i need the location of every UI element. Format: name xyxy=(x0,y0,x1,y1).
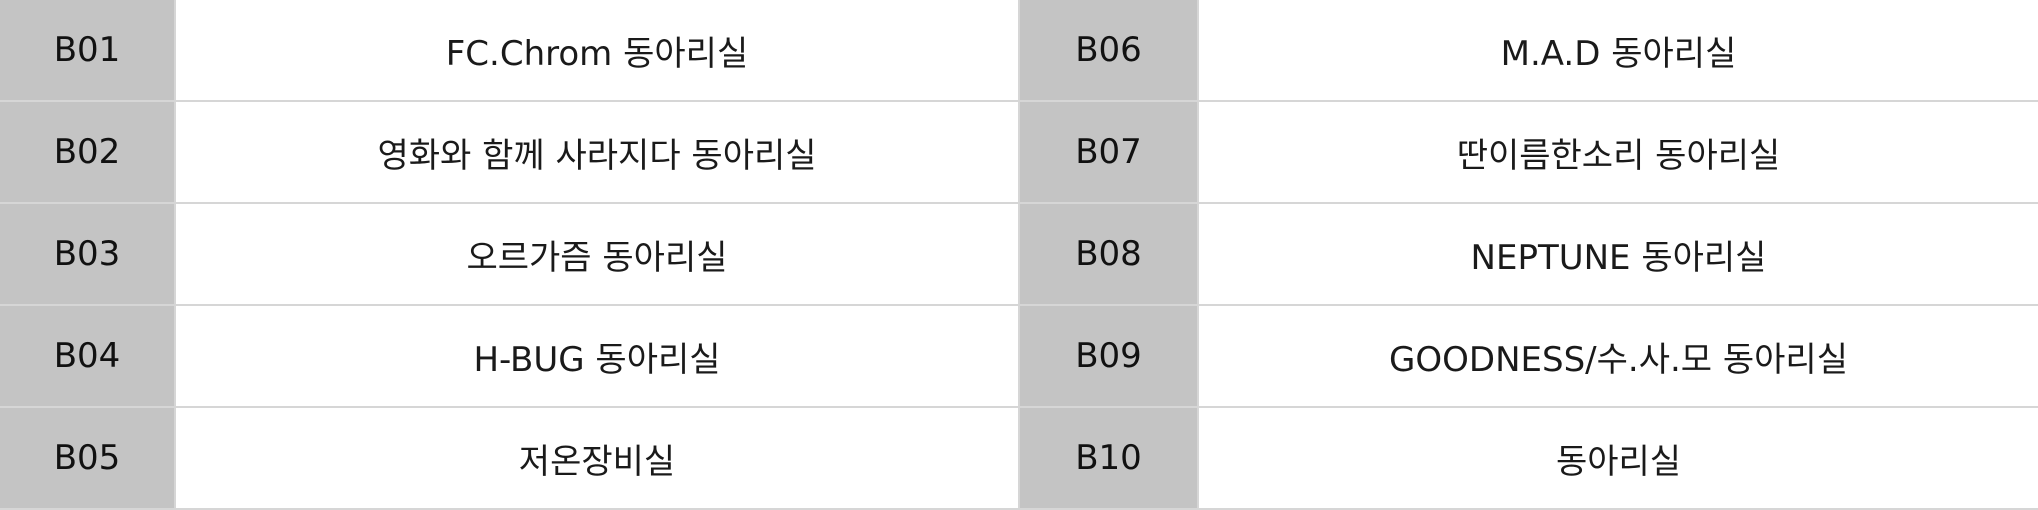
room-code-cell: B10 xyxy=(1018,406,1199,510)
room-name-cell: H-BUG 동아리실 xyxy=(174,304,1020,408)
room-name-cell: 저온장비실 xyxy=(174,406,1020,510)
room-name-cell: 딴이름한소리 동아리실 xyxy=(1197,100,2038,204)
room-name-cell: 오르가즘 동아리실 xyxy=(174,202,1020,306)
room-name-cell: NEPTUNE 동아리실 xyxy=(1197,202,2038,306)
room-code-cell: B09 xyxy=(1018,304,1199,408)
room-code-cell: B02 xyxy=(0,100,176,204)
room-code-cell: B07 xyxy=(1018,100,1199,204)
room-name-cell: GOODNESS/수.사.모 동아리실 xyxy=(1197,304,2038,408)
room-code-cell: B05 xyxy=(0,406,176,510)
room-name-cell: 영화와 함께 사라지다 동아리실 xyxy=(174,100,1020,204)
room-code-cell: B08 xyxy=(1018,202,1199,306)
room-code-cell: B01 xyxy=(0,0,176,102)
table-row: B04 H-BUG 동아리실 B09 GOODNESS/수.사.모 동아리실 xyxy=(0,304,2038,408)
room-name-cell: 동아리실 xyxy=(1197,406,2038,510)
room-code-cell: B06 xyxy=(1018,0,1199,102)
table-row: B03 오르가즘 동아리실 B08 NEPTUNE 동아리실 xyxy=(0,202,2038,306)
room-code-cell: B04 xyxy=(0,304,176,408)
room-name-cell: FC.Chrom 동아리실 xyxy=(174,0,1020,102)
room-name-cell: M.A.D 동아리실 xyxy=(1197,0,2038,102)
room-code-cell: B03 xyxy=(0,202,176,306)
table-row: B05 저온장비실 B10 동아리실 xyxy=(0,406,2038,510)
table-row: B02 영화와 함께 사라지다 동아리실 B07 딴이름한소리 동아리실 xyxy=(0,100,2038,204)
table-row: B01 FC.Chrom 동아리실 B06 M.A.D 동아리실 xyxy=(0,0,2038,102)
